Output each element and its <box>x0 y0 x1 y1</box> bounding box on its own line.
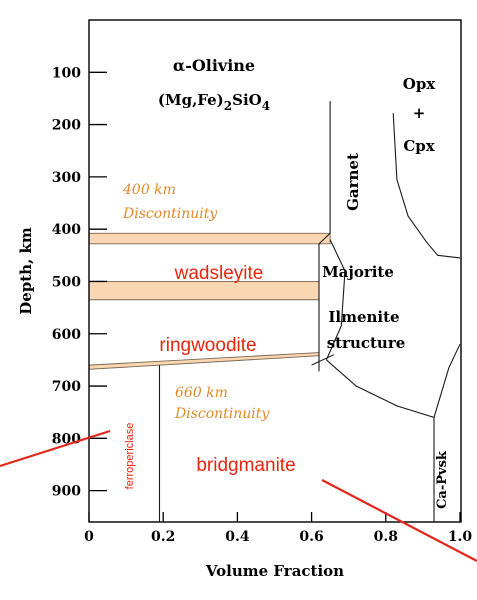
x-tick-label: 0.8 <box>374 529 398 545</box>
pointer-line-right <box>321 479 477 562</box>
x-tick-label: 0.6 <box>299 529 323 545</box>
olivine-formula: (Mg,Fe)2SiO4 <box>158 91 270 113</box>
phase-boundary-line <box>318 101 331 372</box>
y-tick-label: 900 <box>52 484 81 500</box>
y-axis-label: Depth, km <box>17 227 35 315</box>
formula-part: SiO <box>232 91 262 109</box>
wadsleyite-label: wadsleyite <box>174 263 264 284</box>
garnet-label: Garnet <box>344 153 362 211</box>
ca-pvsk-label: Ca-Pvsk <box>435 450 450 509</box>
structure-label: structure <box>327 334 406 352</box>
formula-subscript: 4 <box>262 99 270 113</box>
bridgmanite-label: bridgmanite <box>196 455 295 476</box>
disc400-label-2: Discontinuity <box>122 206 218 222</box>
y-tick-label: 300 <box>52 170 81 186</box>
y-tick-label: 600 <box>52 327 81 343</box>
ferropericlase-label: ferropericlase <box>124 423 136 490</box>
y-tick-label: 200 <box>52 118 81 134</box>
x-axis-label: Volume Fraction <box>205 562 344 580</box>
formula-subscript: 2 <box>224 99 232 113</box>
olivine-label: α-Olivine <box>173 56 255 75</box>
y-tick-label: 500 <box>52 274 81 290</box>
phase-boundary-line <box>326 343 461 419</box>
pointer-line-left <box>0 429 111 468</box>
ilmenite-label: Ilmenite <box>328 308 399 326</box>
leader-tick <box>311 354 335 366</box>
plot-frame <box>88 19 462 523</box>
phase-boundary-line <box>392 113 461 259</box>
opx-label: Opx <box>403 75 437 93</box>
y-tick-label: 100 <box>52 65 81 81</box>
x-tick-label: 0.2 <box>151 529 175 545</box>
majorite-label: Majorite <box>322 263 394 281</box>
cpx-label: Cpx <box>403 137 435 155</box>
x-tick-label: 1.0 <box>448 529 473 545</box>
formula-part: (Mg,Fe) <box>158 91 224 109</box>
y-tick-label: 400 <box>52 222 81 238</box>
disc400-label: 400 km <box>122 182 176 198</box>
phase-boundary-line <box>325 239 346 361</box>
ringwoodite-label: ringwoodite <box>159 335 256 356</box>
x-tick-label: 0 <box>84 529 94 545</box>
y-tick-label: 700 <box>52 379 81 395</box>
discontinuity-band-1 <box>88 232 331 245</box>
discontinuity-band-2 <box>88 281 320 301</box>
disc660-label-2: Discontinuity <box>174 406 270 422</box>
disc660-label: 660 km <box>175 385 228 401</box>
plus-label: + <box>413 104 426 122</box>
x-tick-label: 0.4 <box>225 529 250 545</box>
phase-boundaries <box>158 101 461 522</box>
